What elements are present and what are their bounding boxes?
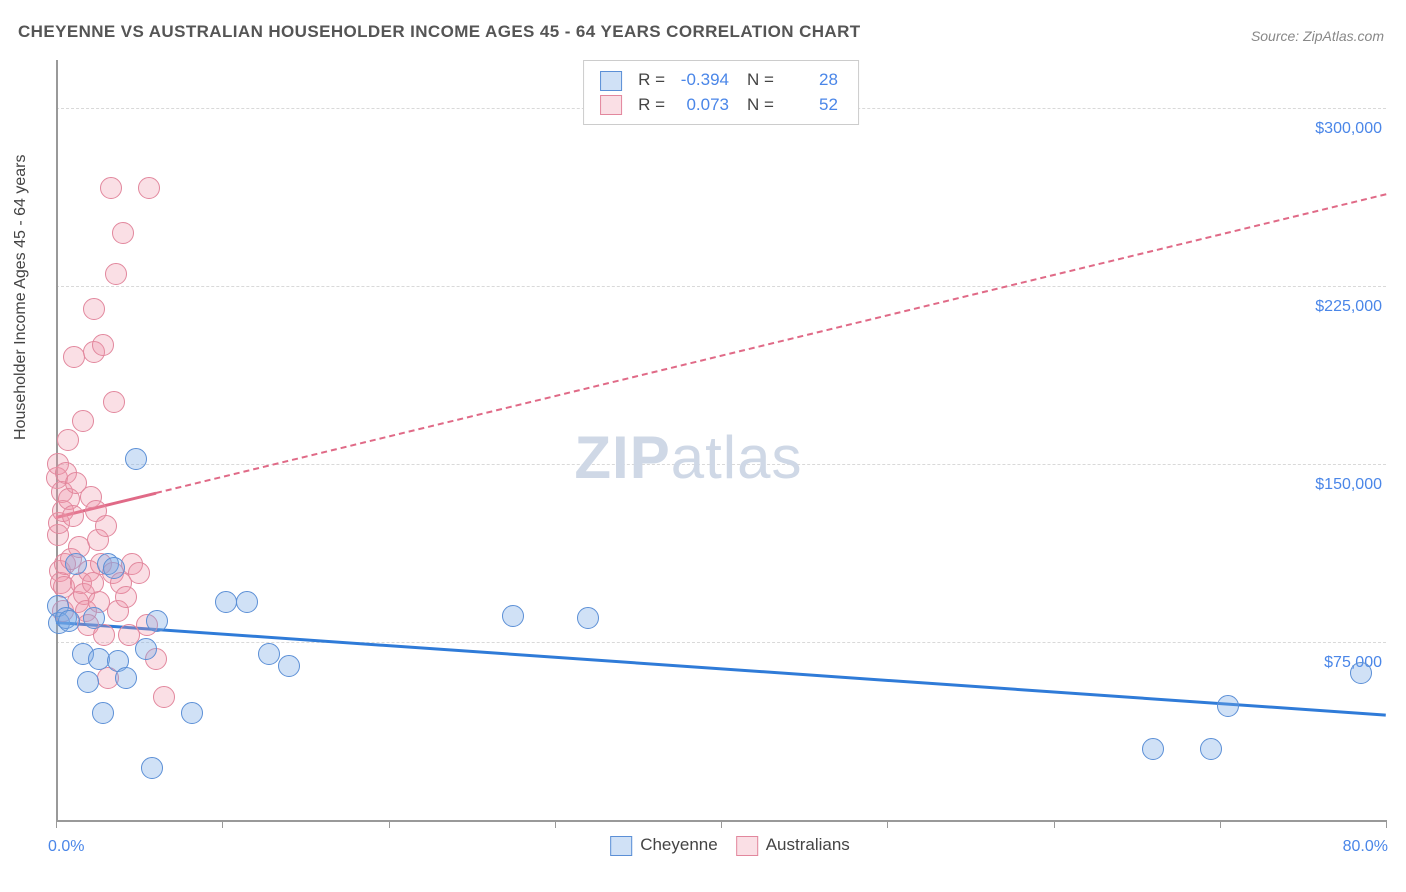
x-max-label: 80.0% bbox=[1343, 838, 1388, 856]
x-min-label: 0.0% bbox=[48, 838, 84, 856]
data-point-a bbox=[58, 610, 80, 632]
x-tick bbox=[555, 820, 556, 828]
data-point-b bbox=[105, 263, 127, 285]
legend-r-label: R = bbox=[634, 94, 669, 117]
data-point-a bbox=[103, 557, 125, 579]
data-point-a bbox=[83, 607, 105, 629]
x-tick bbox=[887, 820, 888, 828]
series-legend: Cheyenne Australians bbox=[592, 835, 850, 856]
data-point-b bbox=[95, 515, 117, 537]
data-point-b bbox=[72, 410, 94, 432]
trendline-solid bbox=[56, 621, 1386, 717]
data-point-a bbox=[115, 667, 137, 689]
legend-r-value: -0.394 bbox=[675, 70, 729, 90]
data-point-b bbox=[57, 429, 79, 451]
data-point-a bbox=[1217, 695, 1239, 717]
legend-r-label: R = bbox=[634, 69, 669, 92]
data-point-a bbox=[146, 610, 168, 632]
legend-series-label: Australians bbox=[766, 835, 850, 854]
data-point-a bbox=[502, 605, 524, 627]
data-point-a bbox=[77, 671, 99, 693]
data-point-a bbox=[278, 655, 300, 677]
legend-series-label: Cheyenne bbox=[640, 835, 718, 854]
data-point-a bbox=[125, 448, 147, 470]
data-point-b bbox=[100, 177, 122, 199]
legend-n-label: N = bbox=[735, 94, 778, 117]
x-tick bbox=[389, 820, 390, 828]
data-point-a bbox=[135, 638, 157, 660]
x-tick bbox=[222, 820, 223, 828]
x-tick bbox=[56, 820, 57, 828]
x-tick bbox=[1386, 820, 1387, 828]
gridline bbox=[56, 286, 1386, 287]
data-point-a bbox=[141, 757, 163, 779]
y-tick-label: $225,000 bbox=[1315, 298, 1382, 316]
data-point-b bbox=[62, 505, 84, 527]
data-point-a bbox=[215, 591, 237, 613]
y-axis-label: Householder Income Ages 45 - 64 years bbox=[12, 155, 30, 441]
legend-r-value: 0.073 bbox=[675, 95, 729, 115]
x-tick bbox=[721, 820, 722, 828]
legend-swatch bbox=[736, 836, 758, 856]
trendline-dashed bbox=[156, 193, 1387, 494]
data-point-b bbox=[153, 686, 175, 708]
legend-n-label: N = bbox=[735, 69, 778, 92]
source-label: Source: ZipAtlas.com bbox=[1251, 28, 1384, 44]
data-point-a bbox=[577, 607, 599, 629]
legend-swatch bbox=[600, 95, 622, 115]
data-point-a bbox=[1200, 738, 1222, 760]
data-point-b bbox=[92, 334, 114, 356]
data-point-b bbox=[115, 586, 137, 608]
legend-swatch bbox=[610, 836, 632, 856]
data-point-b bbox=[112, 222, 134, 244]
data-point-a bbox=[181, 702, 203, 724]
data-point-a bbox=[65, 553, 87, 575]
chart-title: CHEYENNE VS AUSTRALIAN HOUSEHOLDER INCOM… bbox=[18, 22, 861, 42]
legend-swatch bbox=[600, 71, 622, 91]
x-tick bbox=[1054, 820, 1055, 828]
legend-n-value: 28 bbox=[784, 70, 838, 90]
data-point-b bbox=[83, 298, 105, 320]
data-point-b bbox=[103, 391, 125, 413]
x-tick bbox=[1220, 820, 1221, 828]
data-point-a bbox=[1142, 738, 1164, 760]
data-point-b bbox=[138, 177, 160, 199]
y-tick-label: $300,000 bbox=[1315, 120, 1382, 138]
data-point-b bbox=[63, 346, 85, 368]
gridline bbox=[56, 464, 1386, 465]
correlation-legend: R = -0.394 N = 28 R = 0.073 N = 52 bbox=[583, 60, 859, 125]
data-point-a bbox=[1350, 662, 1372, 684]
y-tick-label: $150,000 bbox=[1315, 476, 1382, 494]
gridline bbox=[56, 642, 1386, 643]
plot-area: $75,000$150,000$225,000$300,0000.0%80.0%… bbox=[56, 60, 1386, 820]
legend-n-value: 52 bbox=[784, 95, 838, 115]
data-point-b bbox=[128, 562, 150, 584]
data-point-a bbox=[236, 591, 258, 613]
watermark: ZIPatlas bbox=[574, 423, 802, 492]
data-point-a bbox=[92, 702, 114, 724]
data-point-a bbox=[258, 643, 280, 665]
